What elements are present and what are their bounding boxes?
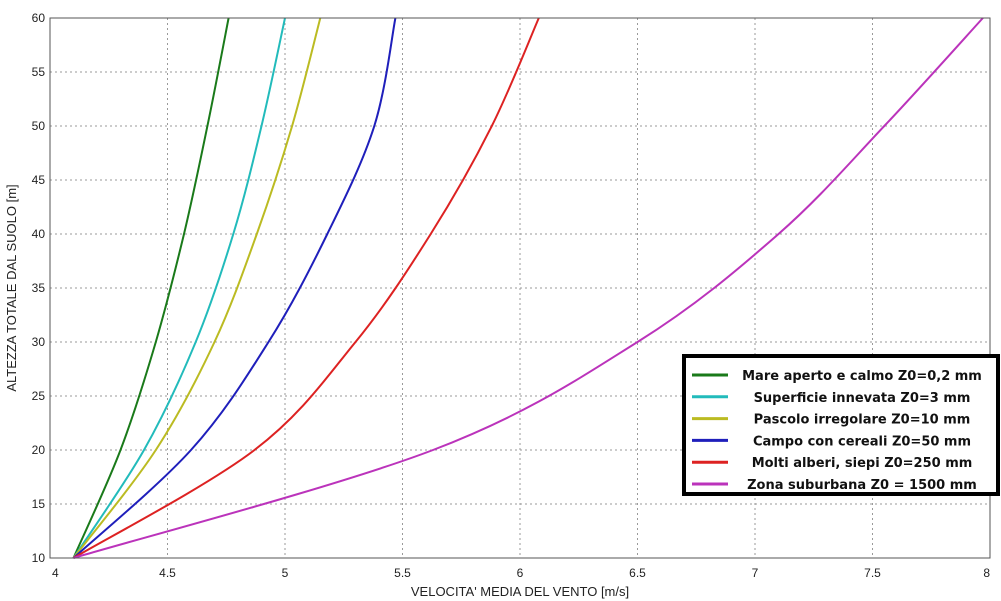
series-line <box>72 17 322 559</box>
plot-frame <box>49 17 991 559</box>
y-tick-label: 20 <box>32 443 46 457</box>
x-tick-label: 5.5 <box>394 566 411 580</box>
y-tick-label: 10 <box>32 551 46 565</box>
legend-label: Campo con cereali Z0=50 mm <box>753 434 971 449</box>
legend-label: Zona suburbana Z0 = 1500 mm <box>747 478 977 493</box>
x-tick-label: 6 <box>517 566 524 580</box>
x-tick-label: 4.5 <box>159 566 176 580</box>
y-tick-label: 35 <box>32 281 46 295</box>
legend-box <box>682 354 1000 496</box>
y-tick-label: 60 <box>32 11 46 25</box>
y-tick-label: 45 <box>32 173 46 187</box>
x-axis-label: VELOCITA' MEDIA DEL VENTO [m/s] <box>411 584 629 599</box>
x-tick-label: 5 <box>282 566 289 580</box>
x-tick-label: 8 <box>983 566 990 580</box>
series-line <box>72 17 286 559</box>
legend-label: Superficie innevata Z0=3 mm <box>754 391 971 406</box>
y-tick-label: 55 <box>32 65 46 79</box>
x-tick-label: 7 <box>752 566 759 580</box>
y-tick-label: 15 <box>32 497 46 511</box>
x-tick-label: 7.5 <box>864 566 881 580</box>
legend-label: Mare aperto e calmo Z0=0,2 mm <box>742 369 982 384</box>
x-tick-labels: 4 4.5 5 5.5 6 6.5 7 7.5 8 <box>52 566 990 580</box>
y-tick-label: 40 <box>32 227 46 241</box>
y-tick-label: 30 <box>32 335 46 349</box>
y-tick-labels: 10 15 20 25 30 35 40 45 50 55 60 <box>32 11 46 565</box>
x-tick-label: 6.5 <box>629 566 646 580</box>
y-tick-label: 25 <box>32 389 46 403</box>
x-tick-label: 4 <box>52 566 59 580</box>
legend-label: Molti alberi, siepi Z0=250 mm <box>752 456 973 471</box>
legend-label: Pascolo irregolare Z0=10 mm <box>754 413 971 428</box>
series-line <box>72 17 540 559</box>
series-line <box>73 17 984 559</box>
legend: Mare aperto e calmo Z0=0,2 mm Superficie … <box>682 354 1000 496</box>
y-axis-label: ALTEZZA TOTALE DAL SUOLO [m] <box>4 184 19 391</box>
series-line <box>72 17 397 559</box>
series-line <box>72 17 230 559</box>
y-tick-label: 50 <box>32 119 46 133</box>
series-lines <box>72 17 984 559</box>
